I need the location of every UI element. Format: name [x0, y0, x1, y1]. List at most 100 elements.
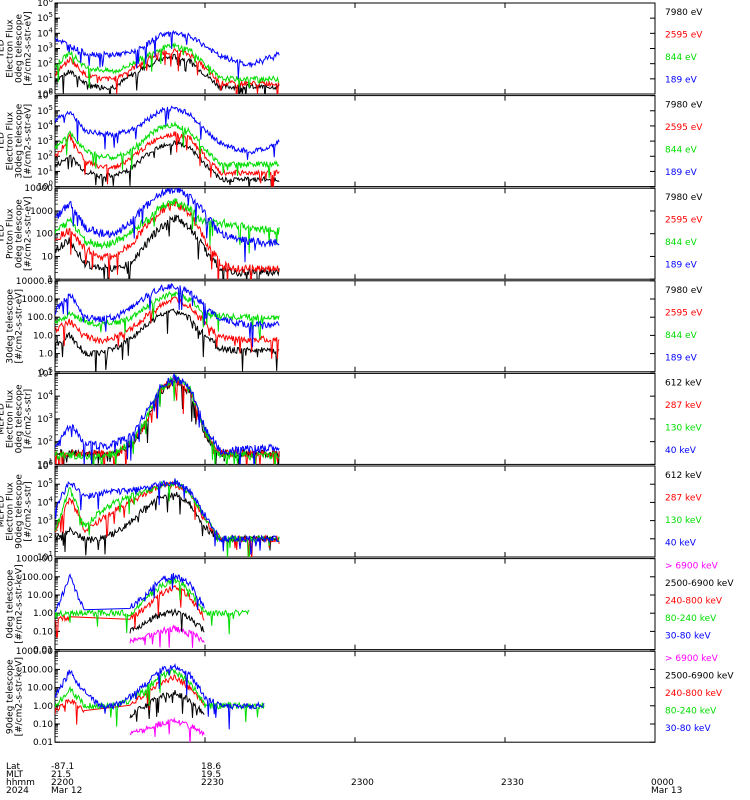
series-line-blue: [55, 188, 280, 263]
y-tick-exponent: 1: [49, 457, 53, 465]
y-tick-label: 100.00: [22, 573, 54, 583]
y-tick-exponent: 1: [49, 164, 53, 172]
y-tick-label: 10: [42, 252, 54, 262]
y-tick-label: 103: [37, 514, 53, 527]
legend-label: 130 keV: [665, 516, 702, 526]
series-line-red: [55, 296, 280, 359]
y-tick-label: 103: [37, 134, 53, 147]
y-axis-label: TEDElectron Flux30deg telescope[#/cm2-s-…: [0, 103, 34, 178]
legend-label: 612 keV: [665, 471, 702, 481]
axis-row-value: 21.5: [51, 770, 71, 780]
y-tick-label: 105: [37, 11, 53, 24]
y-axis-label-line: [#/cm2-s-str-eV]: [24, 11, 34, 86]
legend-label: 7980 eV: [665, 286, 703, 296]
series-line-green: [55, 290, 280, 340]
y-tick-label: 10000.0: [16, 277, 53, 287]
legend-label: 2595 eV: [665, 216, 703, 226]
series-line-green: [55, 41, 280, 88]
y-axis-label: TEDElectron Flux0deg telescope[#/cm2-s-s…: [0, 11, 34, 86]
y-axis-label-line: TED: [0, 225, 7, 244]
legend-label: 189 eV: [665, 353, 698, 363]
legend-label: 240-800 keV: [665, 689, 723, 699]
y-tick-exponent: 3: [49, 514, 53, 522]
y-tick-label: 0.10: [33, 627, 53, 637]
legend-label: 30-80 keV: [665, 632, 711, 642]
y-tick-label: 104: [37, 26, 53, 39]
series-group: [55, 572, 250, 648]
y-axis-label: TEDProton Flux0deg telescope[#/cm2-s-str…: [0, 196, 34, 271]
legend-label: 130 keV: [665, 423, 702, 433]
y-tick-label: 105: [37, 104, 53, 117]
axis-row-value: 18.6: [201, 762, 221, 772]
y-axis-label-line: Electron Flux: [6, 389, 16, 448]
y-tick-label: 102: [37, 532, 53, 545]
y-axis-label-line: [#/cm2-s-str]: [24, 389, 34, 449]
axis-row-value: Mar 12: [51, 786, 82, 796]
y-tick-label: 100: [36, 230, 53, 240]
y-axis-label: 90deg telescope[#/cm2-s-str-keV]: [6, 657, 25, 736]
axis-row-value: 0000: [651, 778, 674, 788]
series-line-black: [129, 607, 205, 634]
y-tick-label: 1000.00: [16, 647, 53, 657]
y-tick-exponent: 1: [49, 72, 53, 80]
y-tick-label: 0.01: [33, 646, 53, 656]
y-axis-label-line: 0deg telescope: [15, 199, 25, 269]
legend-label: 844 eV: [665, 146, 698, 156]
legend-label: 844 eV: [665, 331, 698, 341]
legend-label: 2500-6900 keV: [665, 672, 734, 682]
series-line-magenta: [129, 716, 205, 743]
y-tick-label: 10000: [24, 184, 53, 194]
y-axis-label-line: [#/cm2-s-str-keV]: [15, 657, 25, 736]
y-axis-label-line: 0deg telescope: [15, 14, 25, 84]
y-tick-label: 0.1: [39, 368, 53, 378]
y-tick-exponent: 4: [49, 495, 54, 503]
series-line-green: [55, 197, 280, 254]
panel-frame: [54, 465, 656, 558]
y-tick-exponent: 5: [49, 104, 53, 112]
axis-row-label: Lat: [6, 762, 21, 772]
panel-frame: [54, 372, 656, 465]
y-axis-label-line: TED: [0, 39, 7, 58]
y-axis-label-line: 30deg telescope: [6, 288, 16, 363]
series-line-blue: [55, 478, 280, 555]
series-line-green: [55, 120, 280, 179]
y-tick-exponent: 2: [49, 435, 53, 443]
y-tick-label: 104: [37, 119, 53, 132]
axis-row-label: MLT: [6, 770, 24, 780]
y-axis-label-line: MEPED: [0, 403, 7, 435]
series-group: [55, 282, 280, 372]
axis-row-label: hhmm: [6, 778, 35, 788]
legend-label: 80-240 keV: [665, 707, 717, 717]
y-tick-exponent: 3: [49, 412, 53, 420]
panel-frame: [54, 650, 656, 743]
series-line-blue: [55, 572, 205, 613]
y-tick-exponent: 5: [49, 366, 53, 374]
legend-label: 189 eV: [665, 261, 698, 271]
legend-label: > 6900 keV: [665, 562, 719, 572]
series-line-blue: [55, 29, 280, 79]
y-tick-label: 105: [37, 477, 53, 490]
y-tick-label: 0.01: [33, 738, 53, 748]
y-tick-label: 10.0: [33, 331, 53, 341]
legend-label: 844 eV: [665, 53, 698, 63]
axis-row-value: 2330: [501, 778, 524, 788]
panel-frame: [54, 95, 656, 188]
y-axis-label-line: 90deg telescope: [15, 474, 25, 549]
series-line-blue: [55, 373, 280, 465]
series-group: [55, 662, 265, 743]
legend-label: 189 eV: [665, 168, 698, 178]
y-tick-label: 103: [37, 42, 53, 55]
axis-row-value: 2230: [201, 778, 224, 788]
y-tick-label: 102: [37, 57, 53, 70]
y-tick-exponent: 2: [49, 57, 53, 65]
legend-label: 7980 eV: [665, 8, 703, 18]
axis-row-label: 2024: [6, 786, 29, 796]
series-line-black: [55, 53, 280, 94]
y-tick-exponent: 5: [49, 11, 53, 19]
y-tick-exponent: 3: [49, 42, 53, 50]
y-axis-label: 0deg telescope[#/cm2-s-str-keV]: [6, 564, 25, 643]
